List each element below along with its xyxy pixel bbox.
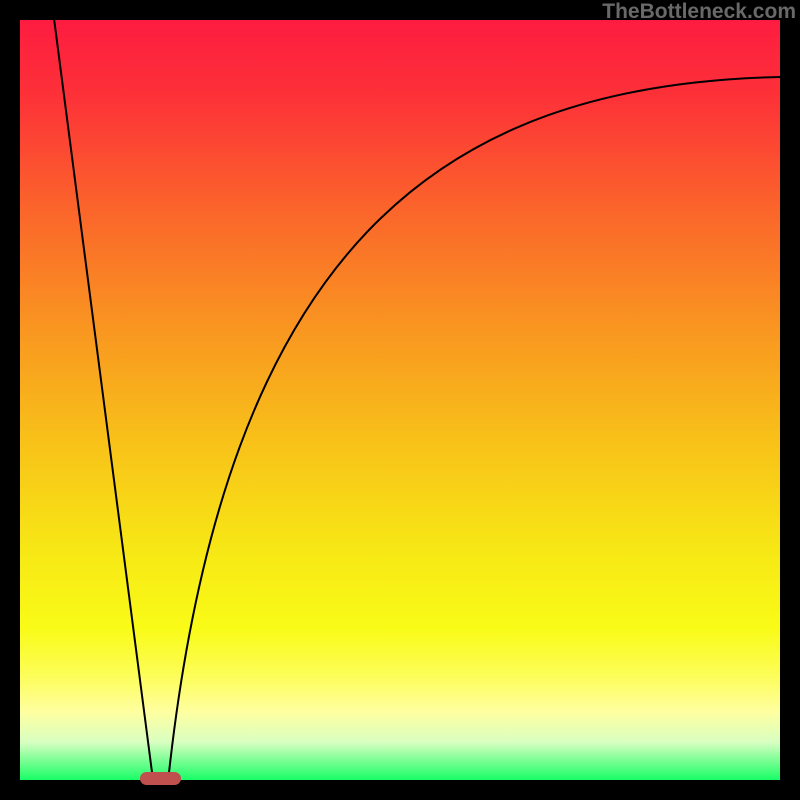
minimum-marker	[140, 772, 182, 784]
plot-bg	[20, 20, 780, 780]
watermark-text: TheBottleneck.com	[602, 0, 796, 24]
chart-svg	[0, 0, 800, 800]
chart-frame: TheBottleneck.com	[0, 0, 800, 800]
